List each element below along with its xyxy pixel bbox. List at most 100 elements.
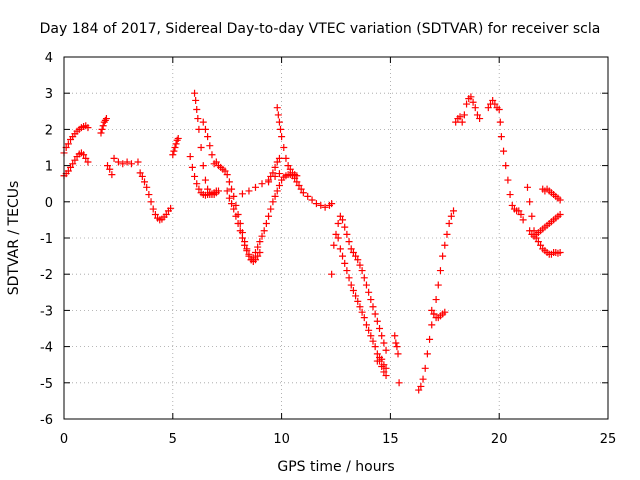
data-point bbox=[138, 172, 146, 180]
data-point bbox=[534, 238, 542, 246]
data-point bbox=[394, 350, 402, 358]
data-point bbox=[278, 133, 286, 141]
data-point bbox=[349, 286, 357, 294]
data-point bbox=[496, 118, 504, 126]
data-point bbox=[392, 339, 400, 347]
data-point bbox=[382, 372, 390, 380]
data-point bbox=[223, 187, 231, 195]
data-point bbox=[328, 270, 336, 278]
data-point bbox=[354, 256, 362, 264]
x-tick-label: 15 bbox=[382, 432, 399, 447]
data-point bbox=[491, 100, 499, 108]
data-point bbox=[473, 111, 481, 119]
data-point bbox=[80, 151, 88, 159]
series-track-8h-rising bbox=[238, 170, 283, 198]
data-point bbox=[502, 162, 510, 170]
data-point bbox=[251, 183, 259, 191]
data-point bbox=[299, 189, 307, 197]
data-point bbox=[195, 185, 203, 193]
data-point bbox=[262, 220, 270, 228]
data-point bbox=[193, 180, 201, 188]
data-point bbox=[365, 326, 373, 334]
data-point bbox=[358, 267, 366, 275]
data-point bbox=[199, 162, 207, 170]
data-point bbox=[352, 292, 360, 300]
data-point bbox=[271, 163, 279, 171]
data-point bbox=[241, 241, 249, 249]
series-track-6h-a bbox=[191, 89, 222, 199]
data-point bbox=[556, 210, 564, 218]
data-point bbox=[258, 180, 266, 188]
data-point bbox=[339, 216, 347, 224]
data-point bbox=[345, 274, 353, 282]
data-point bbox=[469, 98, 477, 106]
series-track-22h bbox=[539, 185, 564, 204]
data-point bbox=[393, 343, 401, 351]
data-point bbox=[304, 192, 312, 200]
data-point bbox=[356, 303, 364, 311]
data-point bbox=[439, 252, 447, 260]
data-point bbox=[273, 158, 281, 166]
data-point bbox=[336, 212, 344, 220]
data-point bbox=[369, 337, 377, 345]
data-point bbox=[378, 355, 386, 363]
data-point bbox=[343, 230, 351, 238]
data-point bbox=[373, 357, 381, 365]
data-point bbox=[172, 140, 180, 148]
data-point bbox=[497, 133, 505, 141]
data-point bbox=[186, 153, 194, 161]
y-axis-label: SDTVAR / TECUs bbox=[6, 181, 22, 296]
y-tick-label: 1 bbox=[45, 160, 53, 175]
data-point bbox=[123, 158, 131, 166]
data-point bbox=[447, 212, 455, 220]
series-track-21.5h-b bbox=[526, 210, 564, 240]
data-point bbox=[267, 172, 275, 180]
data-point bbox=[382, 346, 390, 354]
data-point bbox=[362, 281, 370, 289]
data-point bbox=[434, 281, 442, 289]
data-point bbox=[332, 230, 340, 238]
data-point bbox=[238, 234, 246, 242]
data-point bbox=[251, 248, 259, 256]
data-point bbox=[367, 332, 375, 340]
data-point bbox=[273, 187, 281, 195]
data-point bbox=[367, 296, 375, 304]
data-point bbox=[206, 142, 214, 150]
series-track-9.5h-late bbox=[265, 154, 283, 186]
data-point bbox=[260, 227, 268, 235]
series-track-18h bbox=[452, 93, 484, 126]
data-point bbox=[380, 368, 388, 376]
data-point bbox=[245, 187, 253, 195]
data-point bbox=[99, 122, 107, 130]
series-track-6.5h bbox=[199, 118, 218, 168]
data-point bbox=[508, 201, 516, 209]
data-point bbox=[395, 379, 403, 387]
data-point bbox=[526, 227, 534, 235]
data-point bbox=[162, 210, 170, 218]
data-point bbox=[84, 124, 92, 132]
data-point bbox=[151, 210, 159, 218]
data-point bbox=[421, 364, 429, 372]
data-point bbox=[102, 115, 110, 123]
data-point bbox=[495, 105, 503, 113]
data-point bbox=[82, 154, 90, 162]
series-track-10h-low bbox=[278, 171, 336, 211]
series-track-6h-b bbox=[186, 153, 220, 199]
x-tick-labels: 0 5 10 15 20 25 bbox=[60, 432, 616, 447]
data-point bbox=[415, 386, 423, 394]
data-point bbox=[339, 252, 347, 260]
data-point bbox=[380, 361, 388, 369]
data-point bbox=[170, 147, 178, 155]
data-point bbox=[328, 200, 336, 208]
data-point bbox=[450, 207, 458, 215]
data-point bbox=[517, 210, 525, 218]
data-point bbox=[378, 332, 386, 340]
data-point bbox=[269, 198, 277, 206]
y-tick-label: -5 bbox=[40, 377, 53, 392]
data-point bbox=[277, 125, 285, 133]
data-point bbox=[365, 288, 373, 296]
data-point bbox=[119, 160, 127, 168]
data-point bbox=[249, 254, 257, 262]
data-point bbox=[295, 182, 303, 190]
